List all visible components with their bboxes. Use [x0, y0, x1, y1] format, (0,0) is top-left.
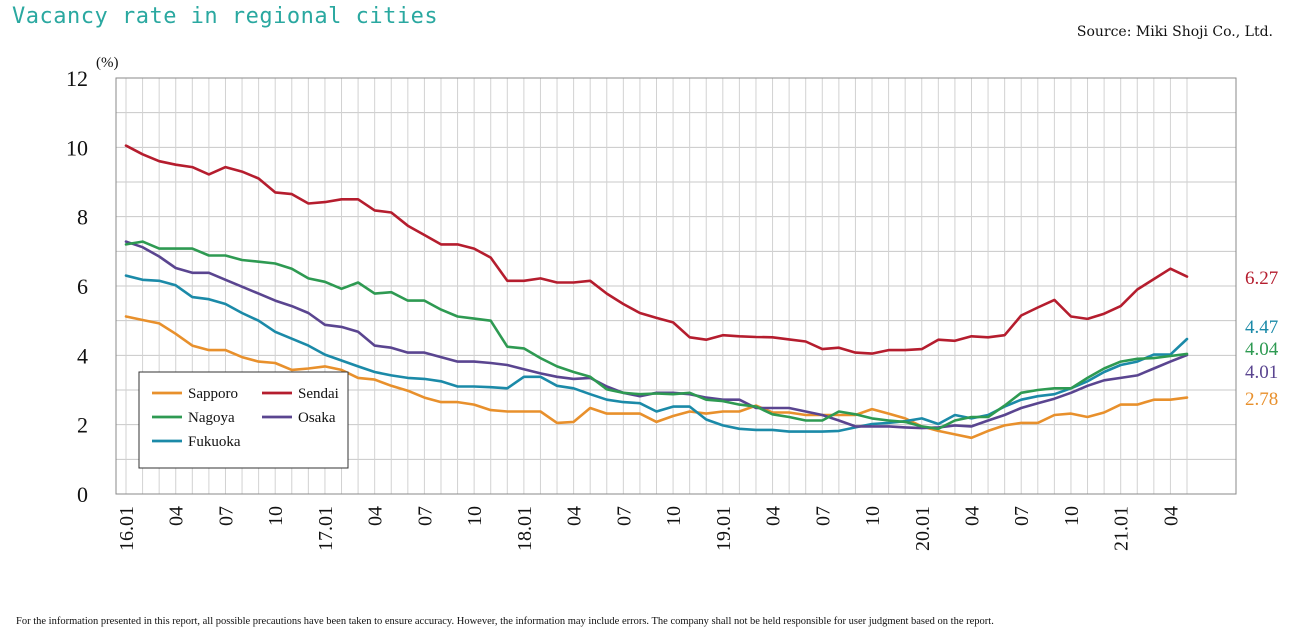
x-tick-label: 04 — [763, 506, 785, 526]
x-tick-label: 04 — [1160, 506, 1182, 526]
plot-frame — [115, 77, 1237, 495]
legend: Sapporo Sendai Nagoya Osaka Fukuoka — [138, 371, 349, 469]
y-axis-ticks: 0 2 4 6 8 10 12 — [66, 66, 88, 507]
legend-label-sendai: Sendai — [298, 386, 339, 402]
x-tick-label: 07 — [414, 506, 436, 526]
legend-label-osaka: Osaka — [298, 410, 336, 426]
end-value-labels: 6.27 4.044.01 4.47 2.78 — [1245, 268, 1279, 410]
x-axis-ticks: 16.01 04 07 10 17.01 04 07 10 18.01 04 07 10 19.01 04… — [116, 506, 1182, 551]
end-label-fukuoka: 4.47 — [1245, 317, 1278, 338]
grid-lines — [116, 78, 1236, 494]
end-label-nagoya: 4.04 — [1245, 339, 1279, 360]
series-line-sapporo — [124, 315, 1189, 440]
series-line-sendai — [124, 144, 1189, 355]
source-note: Source: Miki Shoji Co., Ltd. — [1076, 24, 1273, 40]
legend-label-nagoya: Nagoya — [188, 410, 235, 426]
x-tick-label: 20.01 — [912, 506, 934, 551]
y-tick-label: 12 — [66, 66, 88, 91]
end-label-sendai: 6.27 — [1245, 268, 1278, 289]
x-tick-label: 17.01 — [315, 506, 337, 551]
series-line-nagoya — [124, 240, 1189, 431]
y-tick-label: 0 — [77, 482, 88, 507]
x-tick-label: 10 — [862, 506, 884, 526]
end-label-sapporo: 2.78 — [1245, 389, 1278, 410]
x-tick-label: 10 — [464, 506, 486, 526]
end-label-osaka: 4.01 — [1245, 362, 1278, 383]
x-tick-label: 04 — [365, 506, 387, 526]
x-tick-label: 04 — [564, 506, 586, 526]
x-tick-label: 10 — [663, 506, 685, 526]
legend-label-fukuoka: Fukuoka — [188, 434, 241, 450]
x-tick-label: 04 — [961, 506, 983, 526]
x-tick-label: 10 — [265, 506, 287, 526]
x-tick-label: 16.01 — [116, 506, 138, 551]
chart-title: Vacancy rate in regional cities — [12, 4, 439, 29]
series-line-fukuoka — [124, 274, 1189, 433]
y-tick-label: 6 — [77, 274, 88, 299]
series-lines — [124, 144, 1189, 440]
x-tick-label: 07 — [613, 506, 635, 526]
legend-label-sapporo: Sapporo — [188, 386, 238, 402]
x-tick-label: 18.01 — [514, 506, 536, 551]
y-tick-label: 10 — [66, 135, 88, 160]
y-tick-label: 2 — [77, 413, 88, 438]
x-tick-label: 07 — [215, 506, 237, 526]
x-tick-label: 19.01 — [713, 506, 735, 551]
x-tick-label: 07 — [812, 506, 834, 526]
y-axis-unit: (%) — [96, 55, 119, 71]
x-tick-label: 04 — [166, 506, 188, 526]
x-tick-label: 21.01 — [1111, 506, 1133, 551]
x-tick-label: 07 — [1011, 506, 1033, 526]
y-tick-label: 4 — [77, 343, 88, 368]
y-tick-label: 8 — [77, 205, 88, 230]
disclaimer: For the information presented in this re… — [16, 616, 994, 627]
x-tick-label: 10 — [1061, 506, 1083, 526]
legend-box — [138, 371, 349, 469]
